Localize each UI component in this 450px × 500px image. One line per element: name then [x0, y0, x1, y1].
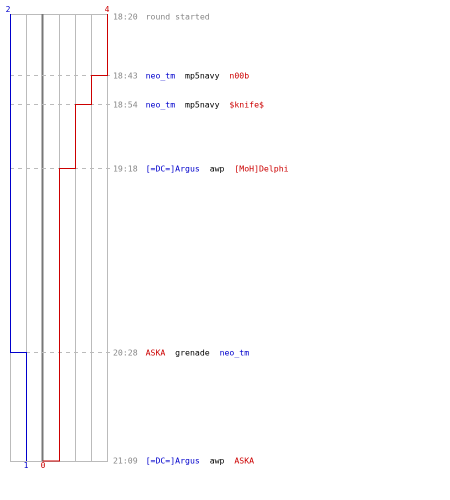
event-row: 20:28 ASKA grenade neo_tm [113, 348, 249, 358]
event-time: 18:54 [113, 100, 138, 110]
event-row: 21:09 [=DC=]Argus awp ASKA [113, 456, 254, 466]
blue-end-count: 1 [24, 461, 29, 470]
event-killer: [=DC=]Argus [146, 456, 200, 466]
event-killer: [=DC=]Argus [146, 164, 200, 174]
blue-start-count: 2 [6, 5, 11, 14]
event-log: 18:20 round started 18:43 neo_tm mp5navy… [113, 12, 289, 466]
event-killer: neo_tm [146, 71, 176, 81]
event-row: 18:20 round started [113, 12, 210, 22]
event-victim: [MoH]Delphi [234, 164, 288, 174]
event-weapon: awp [205, 456, 230, 466]
red-team-alive-line [42, 14, 108, 462]
event-victim: neo_tm [220, 348, 250, 358]
event-row: 18:43 neo_tm mp5navy n00b [113, 71, 249, 81]
event-time: 20:28 [113, 348, 138, 358]
event-time: 18:20 [113, 12, 138, 22]
event-time: 21:09 [113, 456, 138, 466]
red-start-count: 4 [105, 5, 110, 14]
event-weapon: mp5navy [180, 100, 224, 110]
event-victim: ASKA [234, 456, 254, 466]
event-time: 18:43 [113, 71, 138, 81]
blue-team-alive-line [10, 14, 27, 461]
event-time: 19:18 [113, 164, 138, 174]
event-weapon: mp5navy [180, 71, 224, 81]
event-row: 19:18 [=DC=]Argus awp [MoH]Delphi [113, 164, 289, 174]
event-killer: ASKA [146, 348, 166, 358]
event-text: round started [146, 12, 210, 22]
event-victim: n00b [229, 71, 249, 81]
red-end-count: 0 [41, 461, 46, 470]
event-weapon: grenade [170, 348, 214, 358]
event-weapon: awp [205, 164, 230, 174]
event-row: 18:54 neo_tm mp5navy $knife$ [113, 100, 264, 110]
event-killer: neo_tm [146, 100, 176, 110]
event-victim: $knife$ [229, 100, 264, 110]
